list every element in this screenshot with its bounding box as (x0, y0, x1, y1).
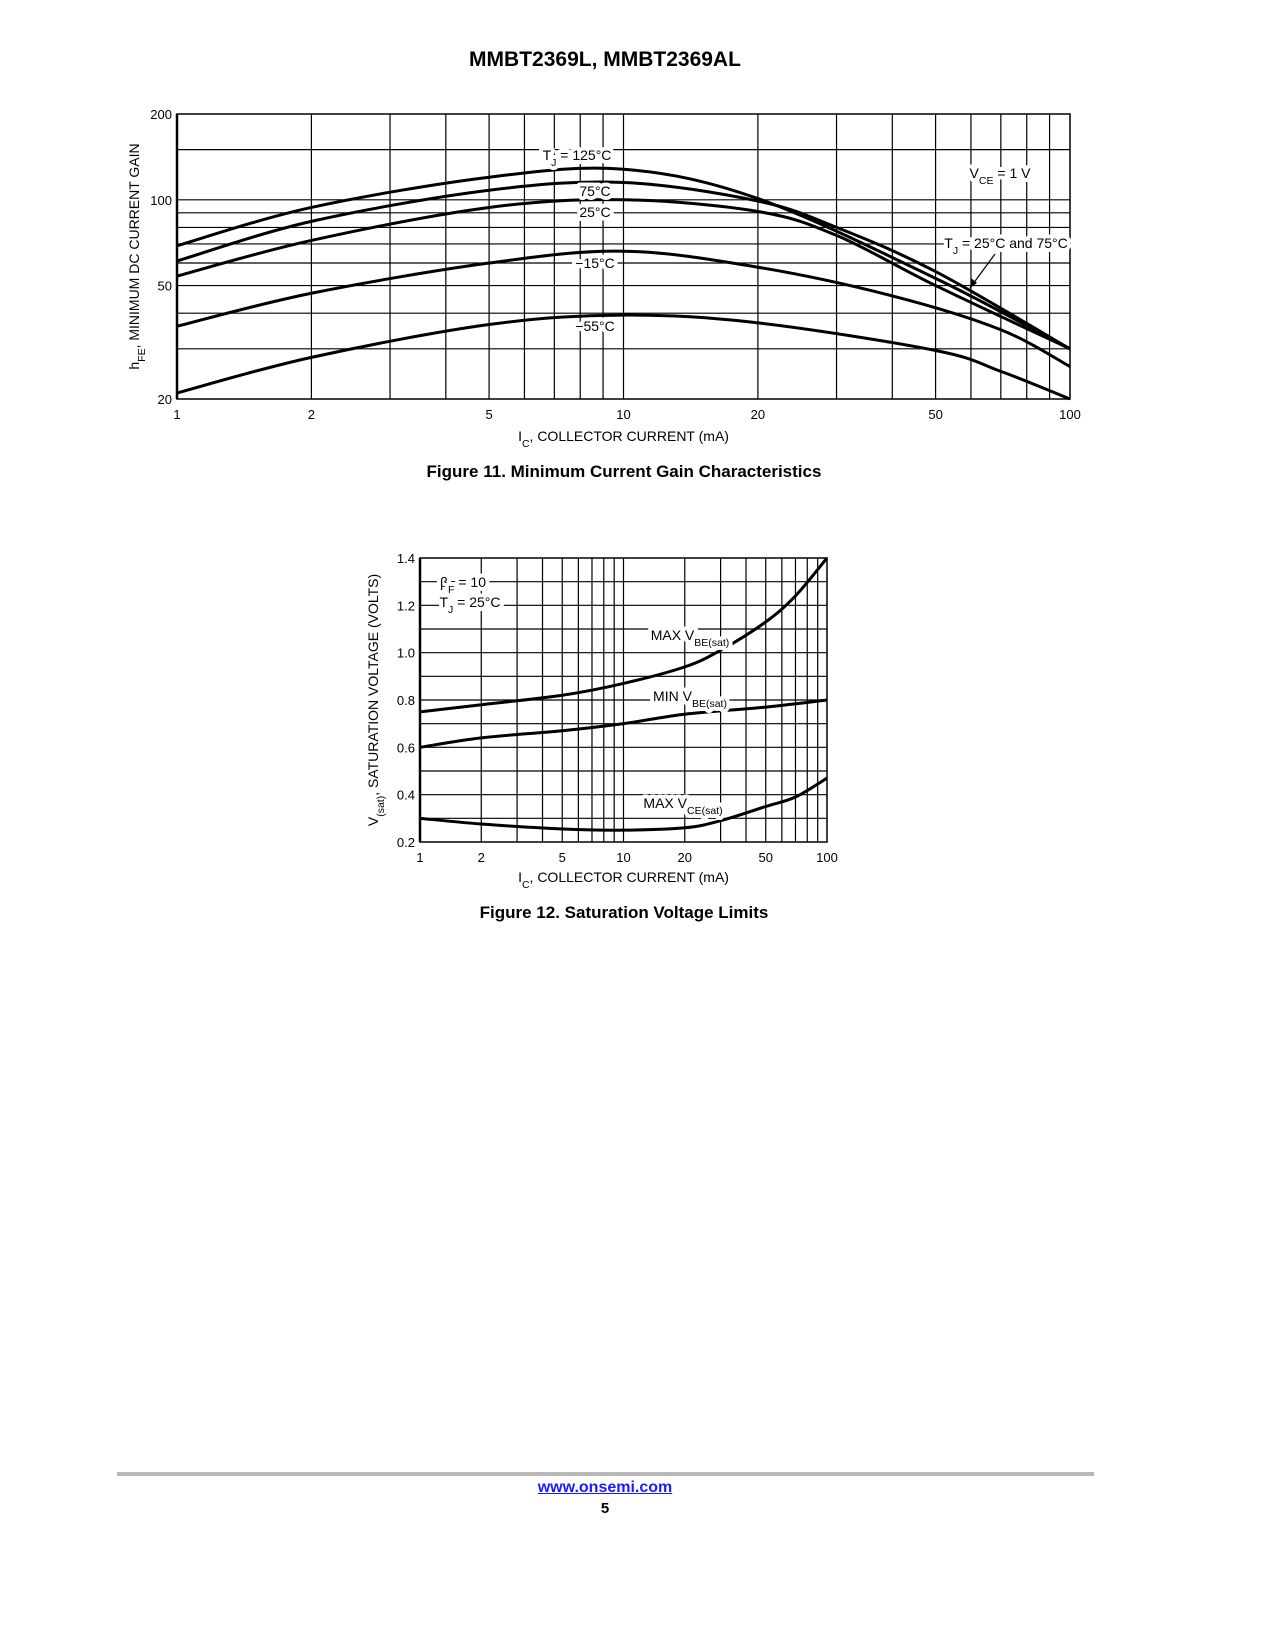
y-axis-label-text: , MINIMUM DC CURRENT GAIN (126, 143, 142, 348)
y-axis-label-text: h (126, 362, 142, 370)
chart-1: 1 2 5 10 20 50 100 20 50 100 200 IC, COLLECTOR CURR… (126, 107, 1081, 450)
footer-website-link[interactable]: www.onsemi.com (537, 1479, 673, 1496)
y-tick-label: 0.4 (397, 788, 415, 803)
x-tick-label: 20 (678, 850, 692, 865)
x-tick-label: 5 (485, 407, 492, 422)
y-axis-label-subscript: FE (136, 348, 148, 361)
annotation-label: 75°C (579, 183, 610, 199)
y-axis-label: V(sat), SATURATION VOLTAGE (VOLTS) (365, 574, 387, 826)
x-tick-label: 2 (308, 407, 315, 422)
x-tick-label: 1 (173, 407, 180, 422)
x-tick-label: 2 (478, 850, 485, 865)
x-tick-label: 5 (559, 850, 566, 865)
x-tick-label: 50 (759, 850, 773, 865)
x-axis-label-subscript: C (522, 438, 530, 450)
x-tick-label: 100 (1059, 407, 1081, 422)
page-title: MMBT2369L, MMBT2369AL (469, 48, 741, 71)
annotation-label: 25°C (579, 204, 610, 220)
annotation-label-text: = 25°C (453, 594, 500, 610)
annotation-label: TJ = 125°C (543, 147, 612, 169)
annotation-label-subscript: CE(sat) (687, 805, 723, 817)
annotation-label-subscript: BE(sat) (692, 698, 727, 710)
x-tick-label: 20 (751, 407, 765, 422)
annotation-label-text: 25°C (579, 204, 610, 220)
y-tick-label: 100 (150, 193, 172, 208)
y-tick-label: 20 (158, 392, 172, 407)
annotation-label-text: = 25°C and 75°C (958, 235, 1068, 251)
x-axis-label-text: , COLLECTOR CURRENT (mA) (530, 869, 729, 885)
y-tick-label: 50 (158, 279, 172, 294)
annotation-label: βF = 10 (440, 574, 486, 596)
series-line-2 (176, 180, 1071, 351)
x-axis-label-text: I (518, 428, 522, 444)
annotation-label: MAX VBE(sat) (651, 627, 730, 649)
annotation-label: TJ = 25°C (439, 594, 500, 616)
annotation-label-text: β (440, 574, 448, 590)
y-tick-label: 1.2 (397, 598, 415, 613)
x-axis-label-text: , COLLECTOR CURRENT (mA) (530, 428, 729, 444)
x-axis-label: IC, COLLECTOR CURRENT (mA) (518, 428, 729, 450)
series-line-5 (176, 313, 1071, 401)
series-line-4 (176, 249, 1071, 368)
y-axis-label: hFE, MINIMUM DC CURRENT GAIN (126, 143, 148, 369)
chart-2: 1 2 5 10 20 50 100 0.2 0.4 0.6 0.8 1.0 1.2 1.4 IC, COL… (365, 551, 838, 891)
annotation-label-text: = 10 (454, 574, 486, 590)
series-line-3 (176, 198, 1071, 351)
x-tick-label: 10 (616, 850, 630, 865)
x-tick-label: 1 (416, 850, 423, 865)
y-tick-label: 0.2 (397, 835, 415, 850)
y-tick-label: 1.4 (397, 551, 415, 566)
y-tick-label: 1.0 (397, 646, 415, 661)
annotation-label: −55°C (575, 318, 614, 334)
x-axis-label-text: I (518, 869, 522, 885)
annotation-label-text: = 1 V (993, 165, 1031, 181)
y-axis-label-text: , SATURATION VOLTAGE (VOLTS) (365, 574, 381, 796)
figure-11-caption: Figure 11. Minimum Current Gain Characte… (426, 462, 822, 481)
annotation-label-text: 75°C (579, 183, 610, 199)
y-axis-label-text: V (365, 816, 381, 826)
annotation-label: MAX VCE(sat) (643, 795, 722, 817)
figure-12-caption: Figure 12. Saturation Voltage Limits (479, 903, 769, 922)
x-axis-label: IC, COLLECTOR CURRENT (mA) (518, 869, 729, 891)
annotation-label-text: MAX V (651, 627, 695, 643)
annotation-label: MIN VBE(sat) (653, 688, 727, 710)
series-line-1 (419, 557, 829, 714)
annotation-label: −15°C (575, 255, 614, 271)
page-number: 5 (600, 1500, 610, 1517)
annotation-label-text: −15°C (575, 255, 614, 271)
annotation-label-subscript: CE (979, 175, 994, 187)
series-line-3 (419, 776, 828, 832)
annotation-label-subscript: BE(sat) (694, 637, 729, 649)
x-tick-label: 10 (616, 407, 630, 422)
y-axis-label-subscript: (sat) (375, 796, 387, 817)
arrowhead-icon (970, 278, 977, 288)
annotation-label-text: = 125°C (556, 147, 611, 163)
x-tick-label: 50 (928, 407, 942, 422)
footer-divider (117, 1472, 1094, 1476)
annotation-label-text: MAX V (643, 795, 687, 811)
series-line-2 (419, 698, 828, 749)
x-axis-label-subscript: C (522, 879, 530, 891)
series-line-1 (176, 166, 1071, 351)
y-tick-label: 0.8 (397, 693, 415, 708)
annotation-label-text: MIN V (653, 688, 693, 704)
y-tick-label: 0.6 (397, 740, 415, 755)
y-tick-label: 200 (150, 107, 172, 122)
x-tick-label: 100 (816, 850, 838, 865)
annotation-label-text: −55°C (575, 318, 614, 334)
